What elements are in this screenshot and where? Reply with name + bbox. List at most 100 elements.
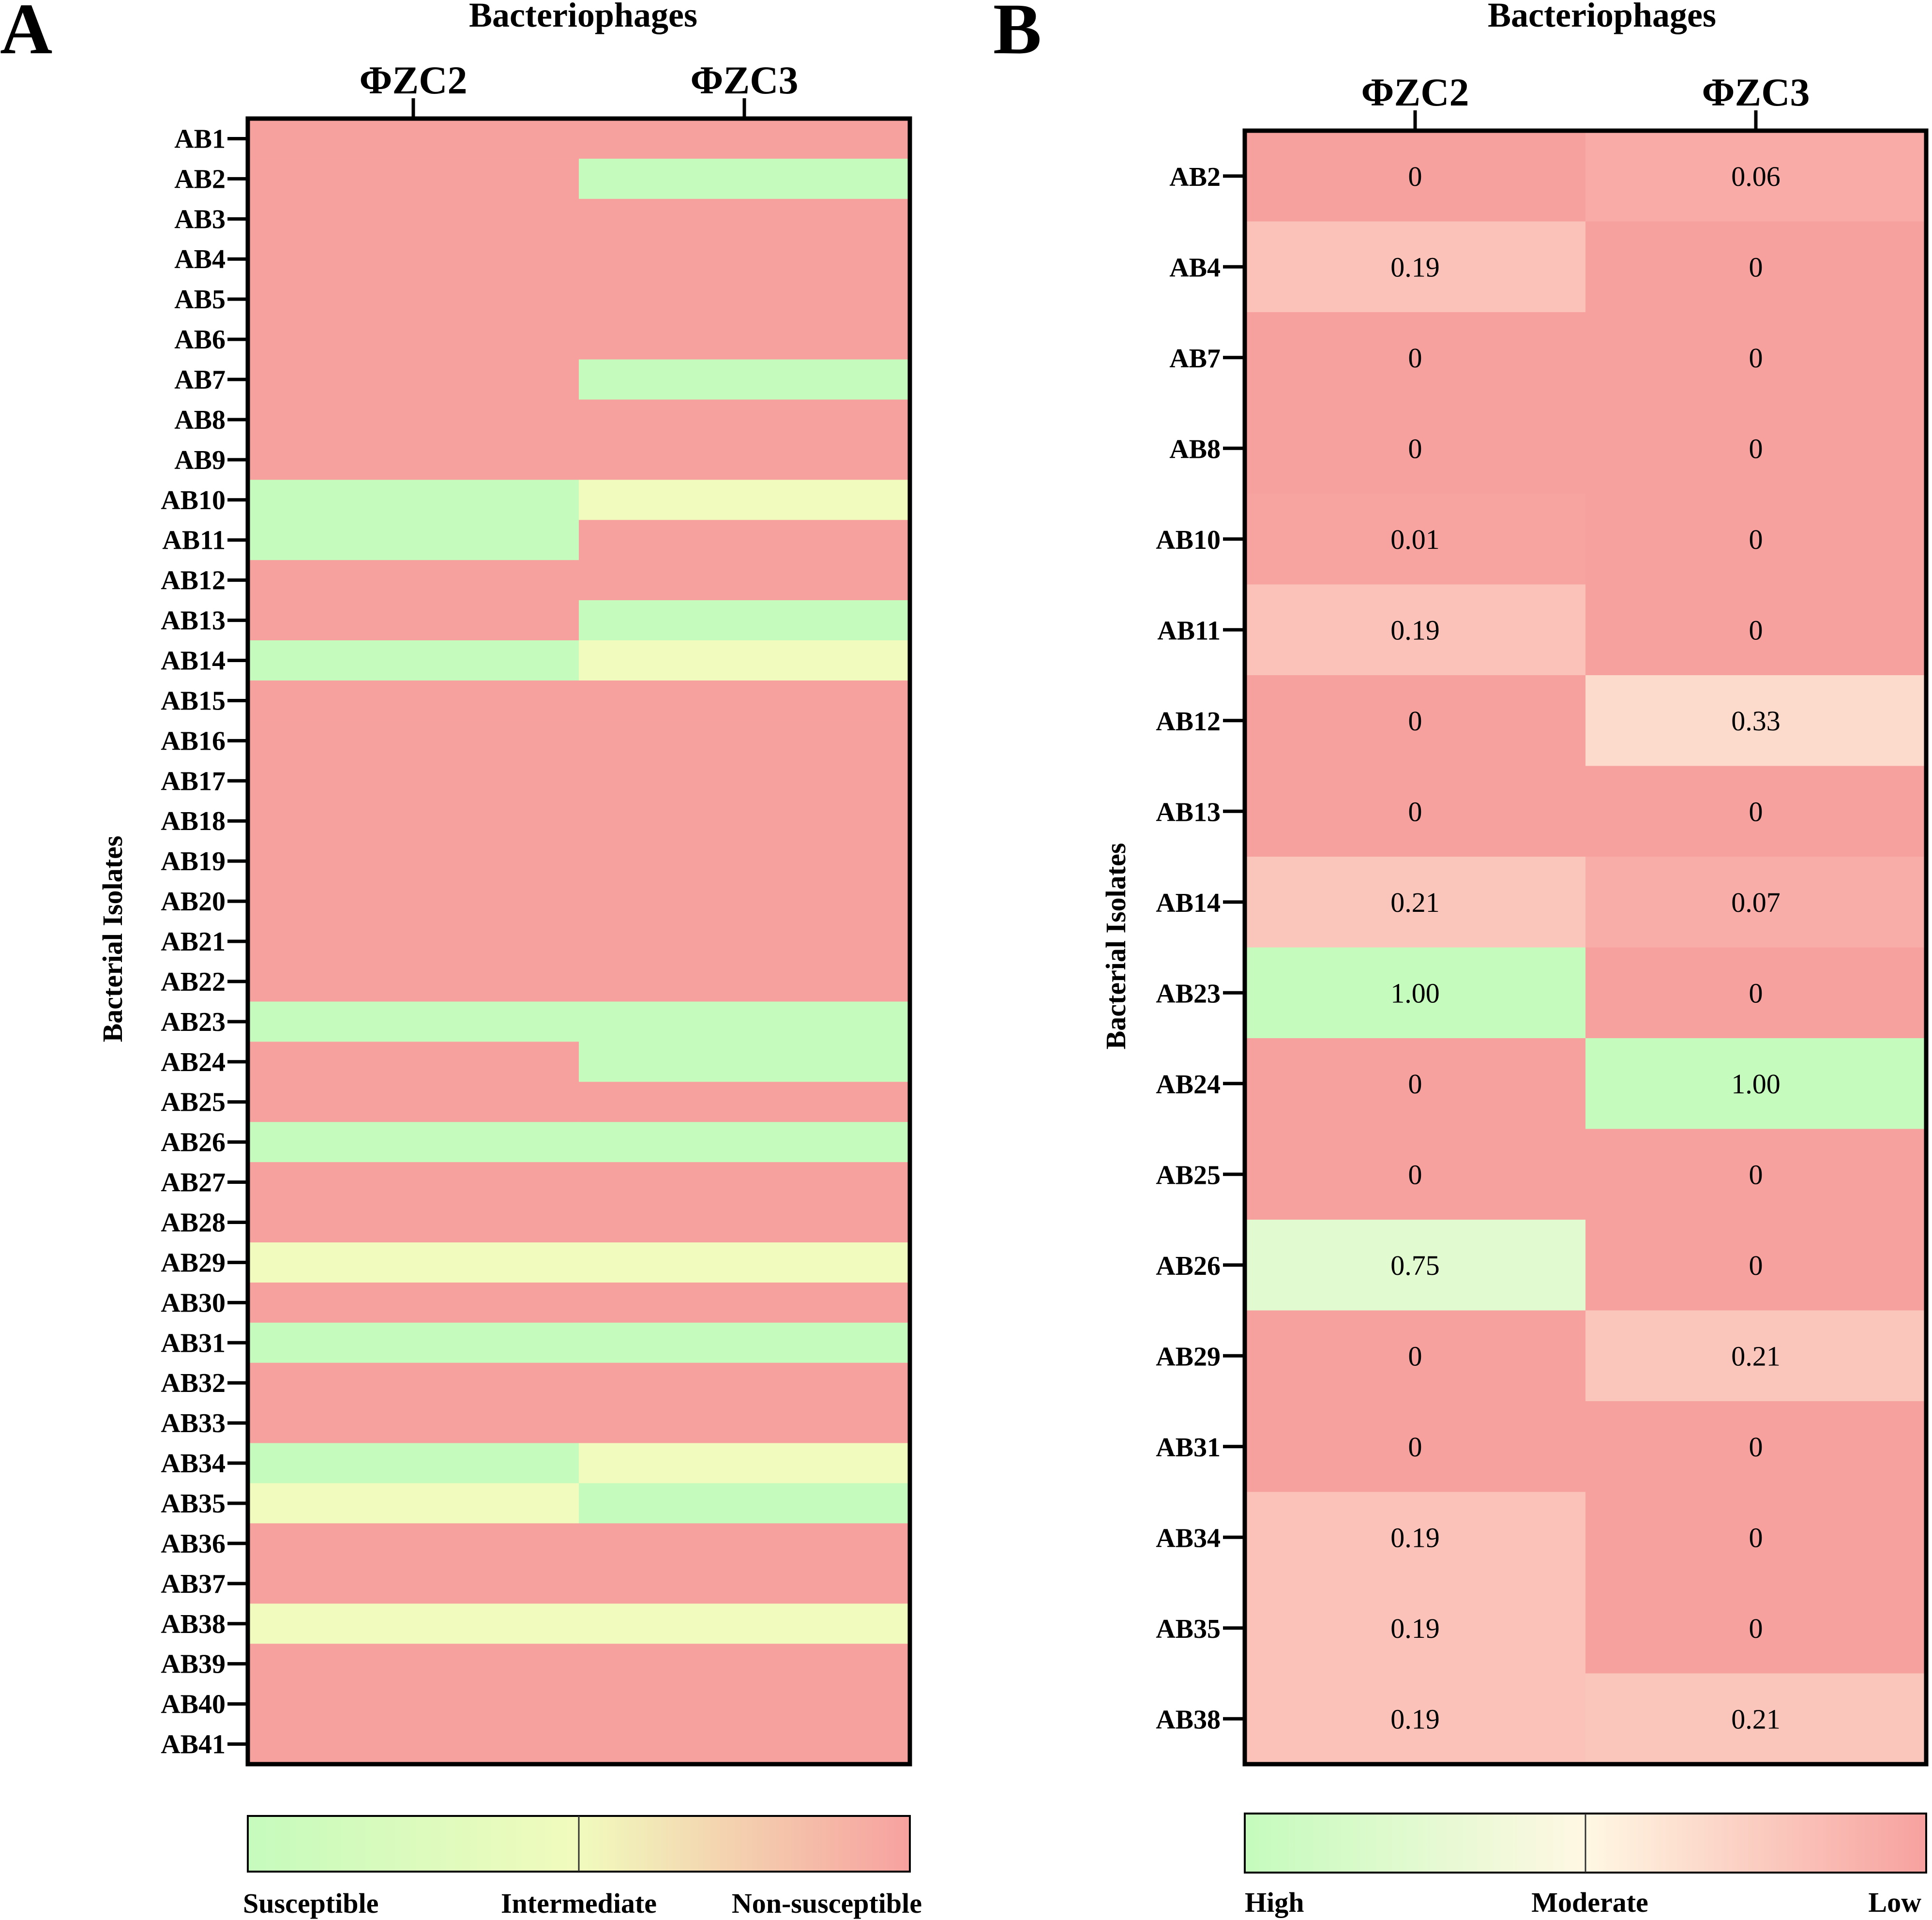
row-label-b-ab14: AB14: [1156, 888, 1221, 918]
row-label-a-ab19: AB19: [161, 847, 226, 877]
panel-b-frame: [1242, 128, 1929, 1767]
cell-a-ab22-zc2-non-susceptible: [248, 961, 579, 1002]
cell-a-ab4-zc3-non-susceptible: [579, 239, 910, 280]
col-label-a-1: ΦZC2: [360, 58, 468, 102]
row-label-a-ab11: AB11: [162, 526, 226, 556]
cell-value-b-ab8-zc2: 0: [1408, 433, 1422, 464]
cell-value-b-ab29-zc2: 0: [1408, 1340, 1422, 1372]
cell-a-ab7-zc2-non-susceptible: [248, 359, 579, 400]
row-label-a-ab7: AB7: [174, 365, 226, 395]
row-label-a-ab33: AB33: [161, 1408, 226, 1438]
cell-a-ab16-zc3-non-susceptible: [579, 720, 910, 761]
cell-value-b-ab26-zc2: 0.75: [1390, 1250, 1440, 1281]
cell-b-ab10-zc3: [1585, 494, 1927, 585]
cell-b-ab29-zc3: [1585, 1310, 1927, 1402]
cell-a-ab8-zc3-non-susceptible: [579, 399, 910, 440]
cell-b-ab11-zc3: [1585, 584, 1927, 676]
cell-b-ab7-zc2: [1245, 312, 1586, 404]
row-label-a-ab6: AB6: [174, 325, 226, 355]
row-label-a-ab14: AB14: [161, 646, 226, 676]
row-label-b-ab23: AB23: [1156, 979, 1221, 1009]
cell-a-ab2-zc2-non-susceptible: [248, 158, 579, 199]
cell-a-ab24-zc3-susceptible: [579, 1042, 910, 1082]
cell-a-ab36-zc3-non-susceptible: [579, 1523, 910, 1564]
row-label-b-ab10: AB10: [1156, 525, 1221, 555]
cell-a-ab6-zc3-non-susceptible: [579, 319, 910, 360]
cell-value-b-ab38-zc3: 0.21: [1731, 1703, 1781, 1735]
cell-value-b-ab12-zc2: 0: [1408, 705, 1422, 737]
cell-a-ab5-zc2-non-susceptible: [248, 279, 579, 320]
cell-value-b-ab8-zc3: 0: [1749, 433, 1763, 464]
row-label-b-ab11: AB11: [1157, 616, 1221, 646]
cell-value-b-ab10-zc2: 0.01: [1390, 524, 1440, 555]
cell-a-ab19-zc2-non-susceptible: [248, 841, 579, 882]
cell-value-b-ab38-zc2: 0.19: [1390, 1703, 1440, 1735]
cell-b-ab24-zc2: [1245, 1038, 1586, 1130]
cell-a-ab13-zc2-non-susceptible: [248, 600, 579, 641]
row-label-a-ab30: AB30: [161, 1288, 226, 1318]
panel-a-axes: AB1 AB2 AB3 AB4 AB5 AB6 AB7 AB8 AB9 AB10 AB11 AB12 A…: [161, 58, 912, 1767]
row-label-b-ab7: AB7: [1169, 344, 1221, 374]
row-label-b-ab31: AB31: [1156, 1433, 1221, 1463]
cell-a-ab41-zc2-non-susceptible: [248, 1724, 579, 1765]
cell-a-ab33-zc3-non-susceptible: [579, 1403, 910, 1444]
cell-value-b-ab24-zc2: 0: [1408, 1068, 1422, 1100]
cell-a-ab14-zc3-intermediate: [579, 640, 910, 681]
cell-value-b-ab24-zc3: 1.00: [1731, 1068, 1781, 1100]
row-label-b-ab13: AB13: [1156, 797, 1221, 827]
cell-b-ab13-zc3: [1585, 766, 1927, 857]
cell-a-ab5-zc3-non-susceptible: [579, 279, 910, 320]
cell-b-ab8-zc2: [1245, 403, 1586, 494]
row-label-a-ab23: AB23: [161, 1007, 226, 1037]
row-label-a-ab22: AB22: [161, 967, 226, 997]
panel-a-heatmap: [248, 119, 910, 1765]
cell-a-ab22-zc3-non-susceptible: [579, 961, 910, 1002]
cell-a-ab1-zc2-non-susceptible: [248, 119, 579, 159]
cell-a-ab41-zc3-non-susceptible: [579, 1724, 910, 1765]
cell-b-ab4-zc2: [1245, 221, 1586, 313]
cell-a-ab1-zc3-non-susceptible: [579, 119, 910, 159]
row-label-a-ab26: AB26: [161, 1128, 226, 1158]
cell-a-ab23-zc3-susceptible: [579, 1001, 910, 1042]
cell-value-b-ab35-zc2: 0.19: [1390, 1613, 1440, 1644]
cell-value-b-ab10-zc3: 0: [1749, 524, 1763, 555]
cell-value-b-ab7-zc3: 0: [1749, 342, 1763, 374]
row-label-a-ab27: AB27: [161, 1168, 226, 1198]
row-label-b-ab24: AB24: [1156, 1070, 1221, 1100]
row-label-a-ab15: AB15: [161, 686, 226, 716]
panel-a-ylabel: Bacterial Isolates: [97, 836, 128, 1043]
panel-a-legend-susceptible: Susceptible: [243, 1888, 378, 1919]
cell-b-ab12-zc2: [1245, 675, 1586, 767]
row-label-a-ab20: AB20: [161, 887, 226, 917]
cell-value-b-ab31-zc3: 0: [1749, 1431, 1763, 1463]
cell-value-b-ab25-zc2: 0: [1408, 1159, 1422, 1190]
cell-a-ab10-zc3-intermediate: [579, 480, 910, 520]
cell-a-ab3-zc3-non-susceptible: [579, 198, 910, 240]
cell-a-ab20-zc3-non-susceptible: [579, 881, 910, 922]
col-label-b-1: ΦZC2: [1361, 70, 1469, 114]
cell-value-b-ab34-zc2: 0.19: [1390, 1522, 1440, 1553]
cell-value-b-ab26-zc3: 0: [1749, 1250, 1763, 1281]
col-label-a-2: ΦZC3: [691, 58, 799, 102]
cell-value-b-ab12-zc3: 0.33: [1731, 705, 1781, 737]
row-label-a-ab28: AB28: [161, 1208, 226, 1238]
cell-a-ab13-zc3-susceptible: [579, 600, 910, 641]
cell-a-ab26-zc2-susceptible: [248, 1122, 579, 1163]
cell-value-b-ab35-zc3: 0: [1749, 1613, 1763, 1644]
cell-a-ab25-zc2-non-susceptible: [248, 1082, 579, 1122]
cell-a-ab31-zc2-susceptible: [248, 1322, 579, 1363]
panel-a-legend-non-susceptible: Non-susceptible: [732, 1888, 922, 1919]
cell-a-ab34-zc2-susceptible: [248, 1443, 579, 1484]
row-label-b-ab12: AB12: [1156, 707, 1221, 737]
panel-b-axes: AB2 AB4 AB7 AB8 AB10 AB11 AB12 AB13 AB14 AB23 AB24…: [1156, 70, 1929, 1767]
cell-b-ab34-zc3: [1585, 1492, 1927, 1583]
cell-a-ab40-zc3-non-susceptible: [579, 1684, 910, 1724]
cell-b-ab2-zc2: [1245, 131, 1586, 222]
cell-a-ab10-zc2-susceptible: [248, 480, 579, 520]
row-label-a-ab35: AB35: [161, 1489, 226, 1519]
cell-b-ab11-zc2: [1245, 584, 1586, 676]
cell-b-ab26-zc3: [1585, 1220, 1927, 1311]
cell-b-ab23-zc3: [1585, 947, 1927, 1039]
row-label-a-ab21: AB21: [161, 927, 226, 957]
row-label-b-ab34: AB34: [1156, 1523, 1221, 1553]
